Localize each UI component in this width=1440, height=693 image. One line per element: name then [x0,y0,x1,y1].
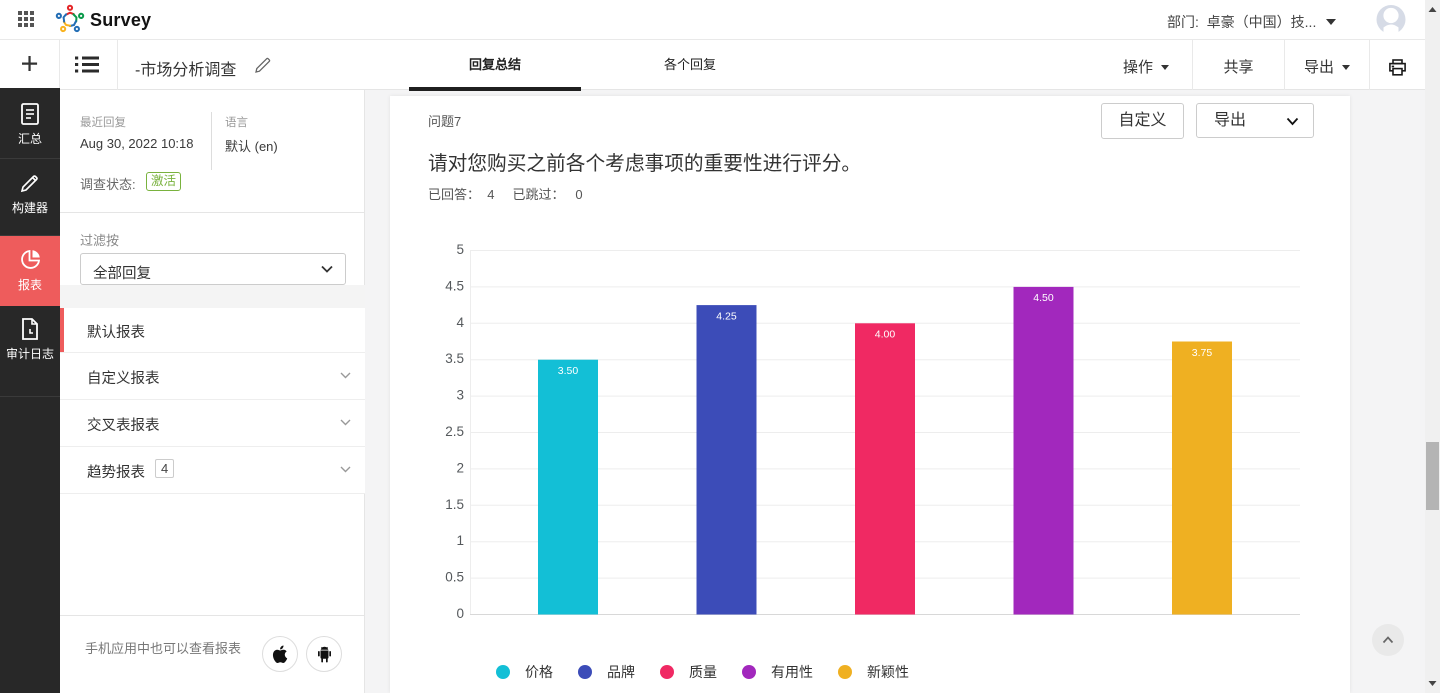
svg-text:新颖性: 新颖性 [867,664,909,680]
svg-text:3.5: 3.5 [445,351,464,366]
svg-text:2.5: 2.5 [445,424,464,439]
svg-text:4: 4 [456,315,464,330]
svg-text:5: 5 [456,242,464,257]
svg-text:4.5: 4.5 [445,278,464,293]
svg-text:2: 2 [456,460,464,475]
svg-text:3.75: 3.75 [1192,347,1213,359]
svg-text:1: 1 [456,533,464,548]
svg-text:3: 3 [456,388,464,403]
svg-text:价格: 价格 [525,664,553,680]
svg-text:质量: 质量 [689,664,717,680]
svg-text:1.5: 1.5 [445,497,464,512]
svg-text:0.5: 0.5 [445,570,464,585]
svg-text:品牌: 品牌 [607,664,635,680]
svg-text:4.25: 4.25 [716,310,737,322]
svg-text:4.50: 4.50 [1033,292,1054,304]
svg-text:3.50: 3.50 [558,365,579,377]
svg-text:有用性: 有用性 [771,664,813,680]
svg-text:0: 0 [456,606,464,621]
svg-text:4.00: 4.00 [875,329,896,341]
